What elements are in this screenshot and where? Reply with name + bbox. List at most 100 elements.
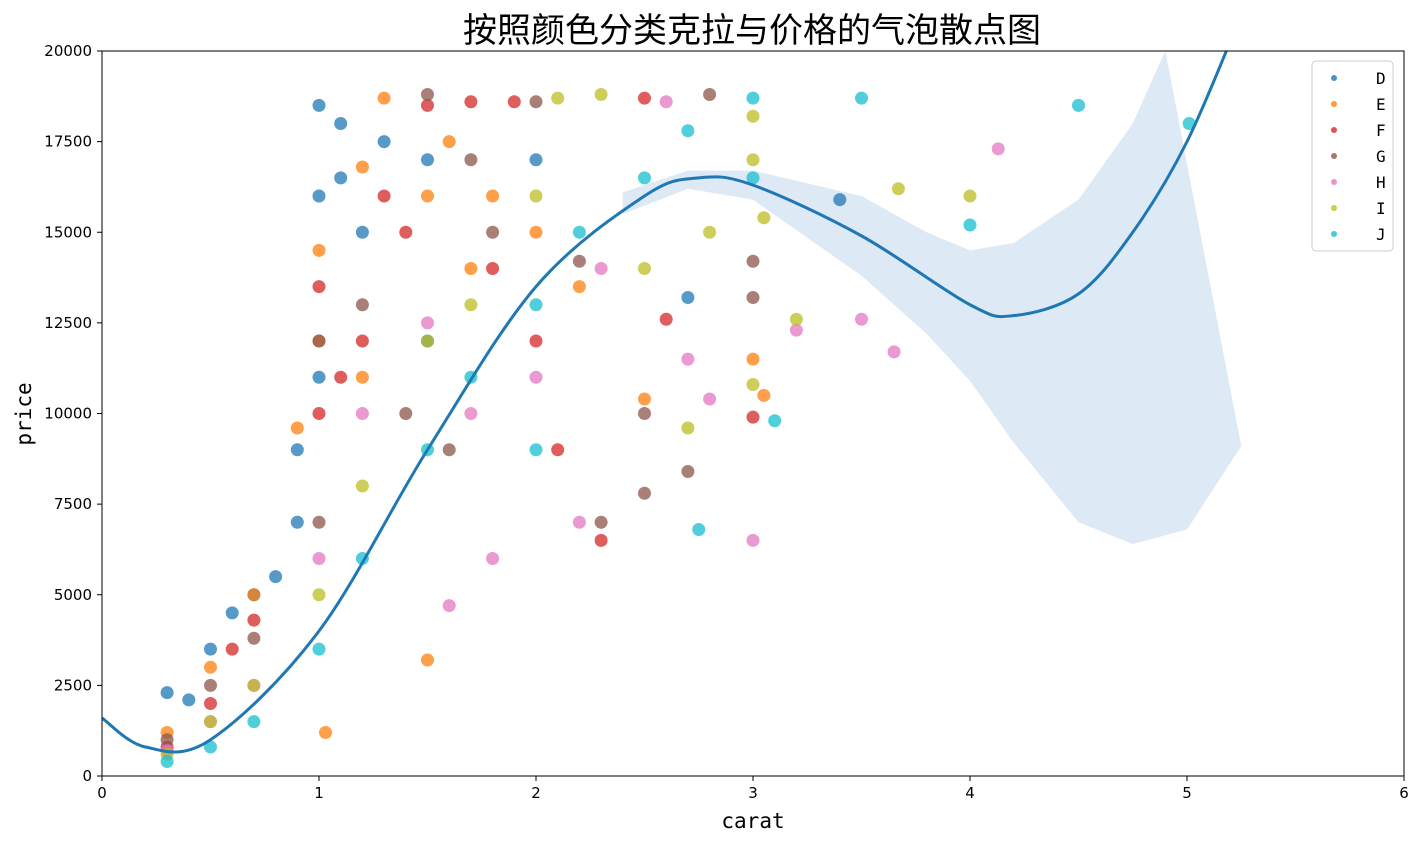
data-point [551,91,565,105]
data-point [529,370,543,384]
data-point [746,291,760,304]
y-axis-ticks: 0 2500 5000 7500 10000 12500 15000 17500 20000 [44,42,102,785]
data-point [464,153,478,167]
data-point [377,189,391,203]
data-point [464,407,478,420]
data-point [638,91,651,105]
data-point [204,715,217,729]
scatter-points-layer [160,88,1196,768]
data-point [681,421,695,435]
x-tick-label: 2 [531,784,541,802]
data-point [746,254,760,268]
data-point [290,515,304,529]
legend-marker [1331,179,1337,185]
data-point [529,225,543,239]
data-point [319,726,333,739]
data-point [312,98,326,112]
data-point [334,370,348,384]
data-point [334,171,348,185]
data-point [746,533,760,547]
data-point [399,407,413,420]
x-axis-label: carat [721,809,784,833]
data-point [746,352,760,366]
data-point [421,153,434,167]
data-point [529,443,543,457]
legend-item-G: G [1331,147,1386,166]
series-J [160,91,1196,768]
data-point [572,515,586,529]
data-point [312,642,326,656]
data-point [681,291,695,304]
y-tick-label: 17500 [44,133,92,151]
data-point [421,88,434,101]
data-point [225,606,239,620]
legend-marker [1331,127,1337,133]
data-point [659,95,673,109]
data-point [312,515,326,529]
x-tick-label: 1 [314,784,324,802]
data-point [312,588,326,602]
data-point [963,189,977,203]
x-tick-label: 4 [965,784,975,802]
data-point [891,182,905,196]
series-G [160,88,760,747]
data-point [529,298,543,312]
data-point [659,312,673,326]
legend-label: F [1376,121,1386,140]
data-point [855,91,868,105]
data-point [377,135,391,149]
series-I [160,88,977,761]
data-point [182,693,196,707]
data-point [247,588,261,602]
data-point [421,653,434,667]
data-point [399,225,413,239]
data-point [290,443,304,457]
data-point [746,153,760,167]
data-point [768,414,782,428]
data-point [757,211,771,225]
data-point [529,153,543,167]
legend-marker [1331,231,1337,237]
confidence-band [622,51,1242,544]
data-point [312,334,326,348]
data-point [681,465,695,478]
data-point [692,523,706,536]
data-point [355,160,369,174]
data-point [551,443,565,457]
data-point [572,254,586,268]
y-tick-label: 15000 [44,223,92,241]
data-point [594,88,608,101]
data-point [486,262,500,275]
legend-marker [1331,205,1337,211]
data-point [486,552,500,565]
y-tick-label: 0 [82,767,92,785]
legend-label: E [1376,95,1386,114]
data-point [703,392,717,406]
fit-line-layer [102,51,1228,754]
chart-title: 按照颜色分类克拉与价格的气泡散点图 [463,11,1041,51]
data-point [247,678,261,692]
legend-label: I [1376,199,1386,218]
legend-item-F: F [1331,121,1386,140]
data-point [486,189,500,203]
data-point [204,740,217,754]
legend-marker [1331,75,1337,81]
data-point [312,189,326,203]
data-point [312,552,326,565]
series-H [160,95,1005,758]
legend-label: D [1376,69,1386,88]
x-axis-ticks: 0 1 2 3 4 5 6 [97,776,1409,802]
legend-item-D: D [1331,69,1386,88]
data-point [746,91,760,105]
data-point [681,352,695,366]
data-point [355,225,369,239]
data-point [529,334,543,348]
data-point [486,225,500,239]
data-point [355,298,369,312]
data-point [789,323,803,337]
data-point [160,755,174,768]
data-point [442,599,456,613]
data-point [464,262,478,275]
x-tick-label: 5 [1182,784,1192,802]
